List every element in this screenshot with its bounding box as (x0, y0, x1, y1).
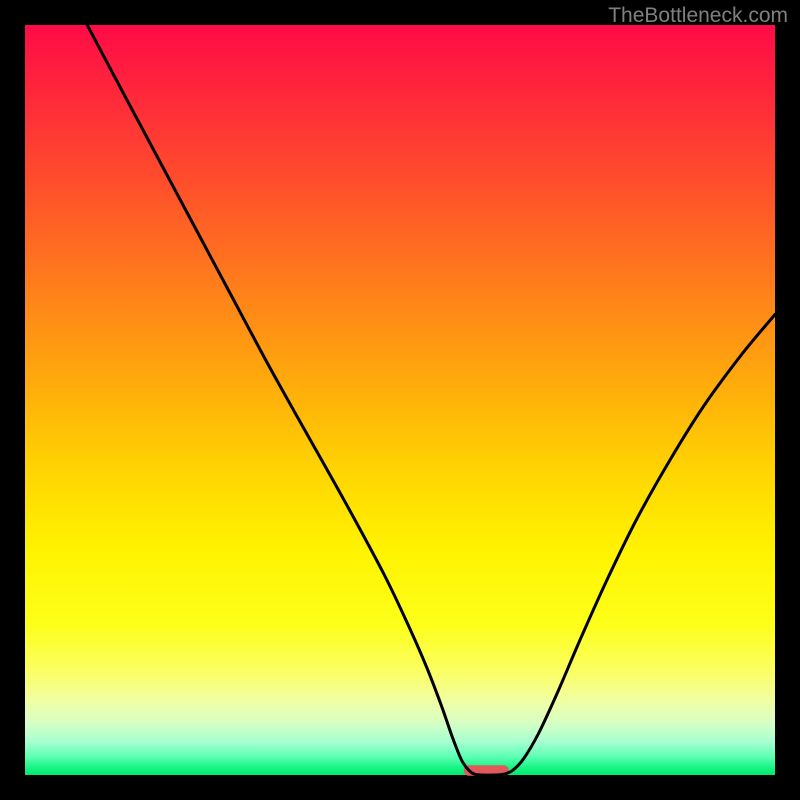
watermark-text: TheBottleneck.com (608, 4, 788, 28)
plot-background (25, 25, 775, 775)
bottleneck-chart-svg (0, 0, 800, 800)
chart-container: TheBottleneck.com (0, 0, 800, 800)
